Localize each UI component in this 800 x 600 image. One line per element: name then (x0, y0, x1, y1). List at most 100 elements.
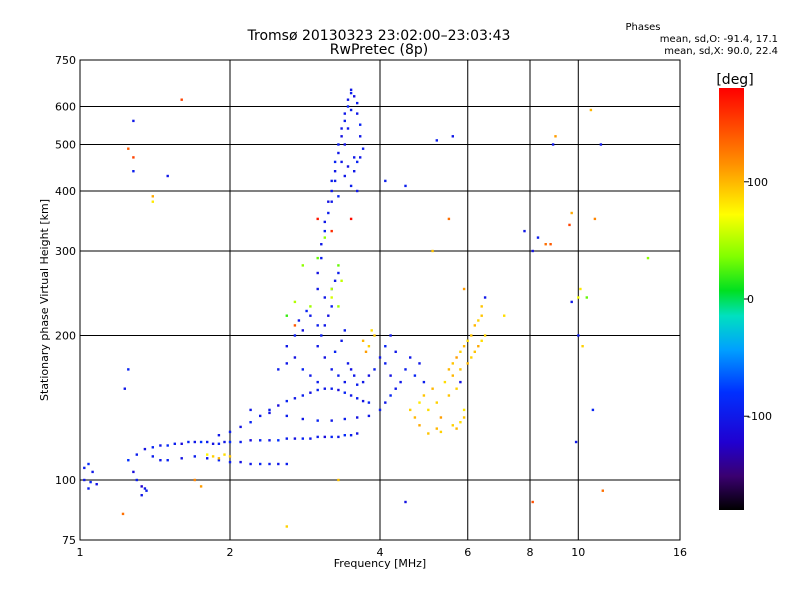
data-point (330, 368, 333, 371)
data-point (373, 334, 376, 337)
data-point (180, 98, 183, 101)
data-point (577, 334, 580, 337)
data-point (466, 339, 469, 342)
data-point (477, 319, 480, 322)
data-point (554, 135, 557, 138)
colorbar-tick-label: 0 (747, 293, 754, 306)
data-point (323, 435, 326, 439)
data-point (206, 440, 209, 444)
data-point (217, 442, 221, 445)
data-point (439, 430, 443, 434)
data-point (323, 324, 326, 327)
data-point (343, 119, 346, 123)
data-point (356, 397, 359, 400)
data-point (333, 350, 337, 353)
data-point (384, 401, 387, 404)
data-point (293, 397, 297, 400)
data-point (431, 249, 434, 253)
data-point (217, 434, 221, 437)
data-point (404, 184, 407, 188)
data-point (140, 485, 143, 488)
data-point (480, 314, 483, 317)
data-point (523, 229, 526, 233)
data-point (361, 339, 365, 342)
chart-subtitle: RwPretec (8p) (330, 42, 428, 58)
data-point (301, 368, 304, 371)
data-point (268, 408, 271, 412)
data-point (223, 453, 226, 456)
data-point (531, 500, 534, 504)
data-point (249, 439, 252, 442)
data-point (206, 453, 209, 456)
data-point (285, 525, 288, 528)
data-point (223, 440, 226, 444)
data-point (249, 462, 252, 466)
data-point (301, 329, 304, 332)
data-point (480, 339, 483, 342)
data-point (268, 411, 271, 415)
data-point (470, 356, 473, 359)
data-point (483, 334, 487, 337)
data-point (309, 374, 312, 377)
data-point (568, 223, 571, 227)
data-point (427, 408, 430, 412)
data-point (349, 88, 353, 91)
data-point (435, 139, 438, 142)
data-point (431, 387, 434, 390)
data-point (570, 300, 573, 304)
data-point (285, 462, 288, 466)
data-point (384, 345, 387, 348)
data-point (293, 356, 297, 359)
data-point (418, 401, 421, 404)
data-point (373, 368, 376, 371)
data-point (316, 380, 319, 384)
data-point (249, 421, 252, 424)
data-point (591, 408, 595, 412)
data-point (589, 108, 593, 112)
data-point (427, 432, 430, 435)
data-point (343, 391, 346, 394)
data-point (579, 287, 582, 291)
data-point (145, 489, 148, 492)
data-point (95, 483, 98, 486)
data-point (87, 487, 90, 490)
data-point (459, 350, 462, 353)
data-point (404, 368, 407, 371)
data-point (404, 500, 407, 504)
data-point (193, 455, 196, 458)
data-point (132, 170, 135, 173)
data-point (364, 350, 368, 353)
data-point (349, 394, 353, 397)
data-point (159, 459, 162, 462)
data-point (83, 466, 86, 470)
data-point (206, 457, 209, 460)
data-point (544, 243, 547, 246)
data-point (135, 478, 138, 482)
data-point (180, 457, 183, 460)
data-point (353, 170, 356, 173)
data-point (349, 434, 353, 437)
data-point (531, 249, 534, 253)
data-point (132, 156, 135, 159)
data-point (211, 455, 215, 458)
data-point (422, 380, 426, 384)
data-point (305, 309, 308, 313)
data-point (503, 314, 506, 317)
data-point (297, 319, 301, 322)
data-point (356, 112, 359, 115)
data-point (389, 334, 392, 337)
data-point (367, 374, 371, 377)
data-point (399, 380, 402, 384)
data-point (356, 189, 359, 193)
data-point (193, 478, 196, 482)
data-point (462, 408, 466, 412)
data-point (353, 95, 356, 98)
data-point (370, 329, 373, 332)
data-point (228, 455, 232, 458)
data-point (443, 380, 447, 384)
data-point (394, 350, 397, 353)
data-point (549, 243, 552, 246)
data-point (301, 437, 304, 440)
x-tick-label: 16 (673, 546, 687, 559)
points-layer (83, 88, 650, 528)
